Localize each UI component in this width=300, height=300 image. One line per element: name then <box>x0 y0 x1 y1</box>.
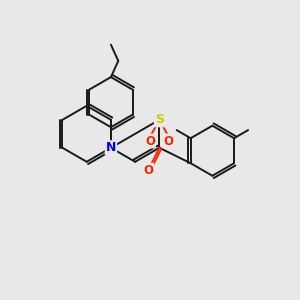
Text: N: N <box>106 141 116 154</box>
Text: O: O <box>164 134 174 148</box>
Text: O: O <box>143 164 153 177</box>
Text: O: O <box>145 134 155 148</box>
Text: S: S <box>155 113 164 126</box>
